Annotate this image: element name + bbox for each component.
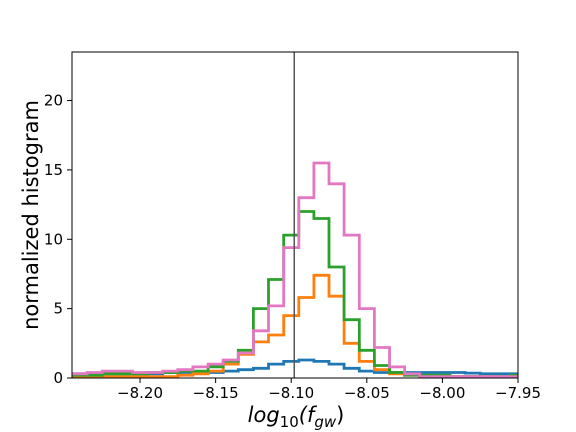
x-tick-label: −8.20 [117,384,163,402]
y-tick-label: 10 [44,230,63,248]
x-tick-label: −8.00 [419,384,465,402]
x-axis-label-close: ) [336,403,344,427]
x-axis-label-base: log [248,403,280,427]
y-tick-label: 5 [53,300,63,318]
y-tick-label: 15 [44,161,63,179]
x-axis-label-open: (f [299,403,318,427]
series-layer [72,161,518,378]
y-axis-label: normalized histogram [19,100,43,330]
x-axis-label: log10(fgw) [248,403,345,431]
x-tick-label: −8.10 [268,384,314,402]
x-axis-label-sub1: 10 [280,413,299,431]
y-tick-label: 0 [53,369,63,387]
x-axis-label-sub2: gw [314,413,337,431]
plot-frame [71,51,519,379]
series-line-3 [72,161,518,378]
y-axis-ticks: 0 5 10 15 20 [44,92,72,387]
x-axis-ticks: −8.20 −8.15 −8.10 −8.05 −8.00 −7.95 [117,378,541,402]
x-tick-label: −8.05 [344,384,390,402]
y-tick-label: 20 [44,92,63,110]
series-line-2 [72,210,518,378]
x-tick-label: −7.95 [495,384,541,402]
x-tick-label: −8.15 [193,384,239,402]
